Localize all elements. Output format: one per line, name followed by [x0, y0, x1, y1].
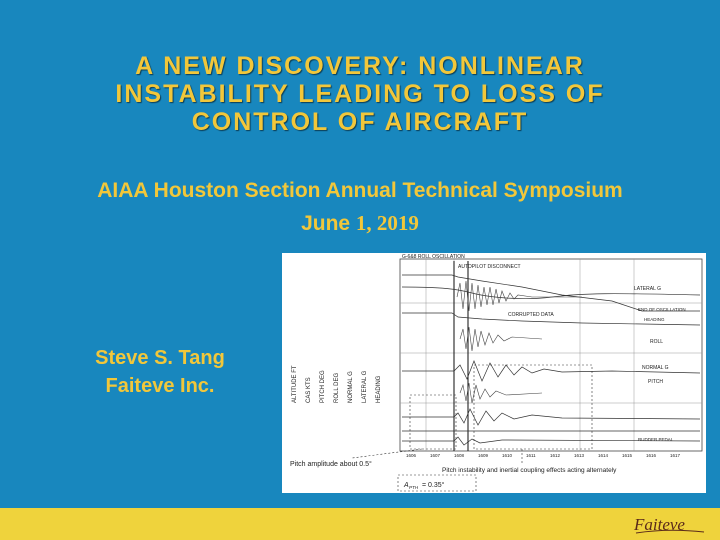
- label-corrupted-data: CORRUPTED DATA: [508, 312, 554, 318]
- formula-symbol: A: [403, 482, 409, 489]
- time-tick: 1616: [646, 453, 657, 458]
- axis-label-normal-g: NORMAL G: [348, 371, 354, 403]
- label-autopilot: AUTOPILOT DISCONNECT: [458, 264, 521, 270]
- figure-header: G-6&8 ROLL OSCILLATION: [402, 254, 465, 260]
- axis-label-cas: CAS KTS: [306, 377, 312, 403]
- note-inertial-coupling: Pitch instability and inertial coupling …: [442, 467, 617, 474]
- label-normal-g: NORMAL G: [642, 365, 669, 371]
- axis-label-heading: HEADING: [376, 375, 382, 403]
- annotation-box-left: [409, 394, 457, 450]
- presentation-date: June 1, 2019: [0, 210, 720, 237]
- label-end-oscillation: END OF OSCILLATION: [638, 307, 686, 312]
- time-tick: 1606: [406, 453, 417, 458]
- lateral-oscillation-band: [456, 280, 582, 404]
- axis-label-roll: ROLL DEG: [334, 373, 340, 403]
- time-tick: 1612: [550, 453, 561, 458]
- left-axis-labels: ALTITUDE FT CAS KTS PITCH DEG ROLL DEG N…: [292, 365, 382, 403]
- symposium-subtitle: AIAA Houston Section Annual Technical Sy…: [97, 179, 623, 202]
- axis-label-altitude: ALTITUDE FT: [292, 365, 298, 403]
- time-tick: 1615: [622, 453, 633, 458]
- time-tick: 1611: [526, 453, 536, 458]
- time-tick: 1617: [670, 453, 681, 458]
- logo-text: Faiteve: [633, 515, 685, 534]
- flight-data-figure: ALTITUDE FT CAS KTS PITCH DEG ROLL DEG N…: [282, 253, 706, 493]
- label-heading: HEADING: [644, 317, 665, 322]
- time-tick: 1607: [430, 453, 441, 458]
- title-line-1: A NEW DISCOVERY: NONLINEAR: [135, 52, 585, 80]
- date-month: June: [301, 212, 351, 235]
- label-rudder-pedal: RUDDER PEDAL: [638, 437, 674, 442]
- event-markers: [453, 261, 469, 451]
- annotation-box-right: [473, 364, 593, 450]
- flight-data-recording: ALTITUDE FT CAS KTS PITCH DEG ROLL DEG N…: [282, 253, 706, 493]
- time-tick: 1609: [478, 453, 489, 458]
- formula-value: = 0.35°: [422, 481, 445, 489]
- time-tick: 1613: [574, 453, 585, 458]
- label-roll: ROLL: [650, 339, 663, 345]
- time-tick: 1608: [454, 453, 465, 458]
- author-organization: Faiteve Inc.: [105, 375, 215, 397]
- time-tick: 1614: [598, 453, 609, 458]
- date-day-year: 1, 2019: [355, 211, 419, 235]
- footer-bar: [0, 508, 720, 540]
- time-axis-ticks: 1606 1607 1608 1609 1610 1611 1612 1613 …: [406, 453, 681, 458]
- axis-label-lateral-g: LATERAL G: [362, 370, 368, 403]
- label-pitch: PITCH: [648, 379, 663, 385]
- author-name: Steve S. Tang: [95, 347, 225, 369]
- title-line-3: CONTROL OF AIRCRAFT: [191, 108, 529, 136]
- plot-frame: [399, 258, 703, 452]
- title-line-2: INSTABILITY LEADING TO LOSS OF: [115, 80, 605, 108]
- recorded-traces: [401, 274, 701, 446]
- slide-title: A NEW DISCOVERY: NONLINEAR INSTABILITY L…: [20, 52, 700, 136]
- formula-subscript: PTH: [409, 485, 419, 490]
- note-pitch-amplitude: Pitch amplitude about 0.5°: [290, 460, 372, 468]
- label-lateral-g: LATERAL G: [634, 286, 661, 292]
- axis-label-pitch: PITCH DEG: [320, 370, 326, 403]
- faiteve-logo: Faiteve: [633, 515, 705, 534]
- author-block: Steve S. Tang Faiteve Inc.: [60, 344, 260, 400]
- formula-box: [397, 474, 477, 492]
- time-tick: 1610: [502, 453, 513, 458]
